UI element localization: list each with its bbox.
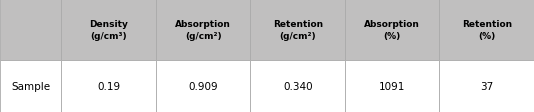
FancyBboxPatch shape bbox=[156, 0, 250, 60]
Text: 37: 37 bbox=[480, 81, 493, 91]
Text: Absorption
(g/cm²): Absorption (g/cm²) bbox=[175, 20, 231, 40]
FancyBboxPatch shape bbox=[0, 0, 61, 60]
Text: Retention
(%): Retention (%) bbox=[462, 20, 512, 40]
FancyBboxPatch shape bbox=[439, 0, 534, 60]
Text: Absorption
(%): Absorption (%) bbox=[364, 20, 420, 40]
Text: 0.19: 0.19 bbox=[97, 81, 120, 91]
FancyBboxPatch shape bbox=[345, 60, 439, 112]
Text: 0.909: 0.909 bbox=[189, 81, 218, 91]
FancyBboxPatch shape bbox=[156, 60, 250, 112]
FancyBboxPatch shape bbox=[0, 60, 61, 112]
FancyBboxPatch shape bbox=[439, 60, 534, 112]
FancyBboxPatch shape bbox=[250, 0, 345, 60]
Text: 1091: 1091 bbox=[379, 81, 405, 91]
Text: Sample: Sample bbox=[11, 81, 50, 91]
Text: Density
(g/cm³): Density (g/cm³) bbox=[89, 20, 128, 40]
Text: 0.340: 0.340 bbox=[283, 81, 312, 91]
Text: Retention
(g/cm²): Retention (g/cm²) bbox=[273, 20, 323, 40]
FancyBboxPatch shape bbox=[250, 60, 345, 112]
FancyBboxPatch shape bbox=[61, 0, 156, 60]
FancyBboxPatch shape bbox=[345, 0, 439, 60]
FancyBboxPatch shape bbox=[61, 60, 156, 112]
